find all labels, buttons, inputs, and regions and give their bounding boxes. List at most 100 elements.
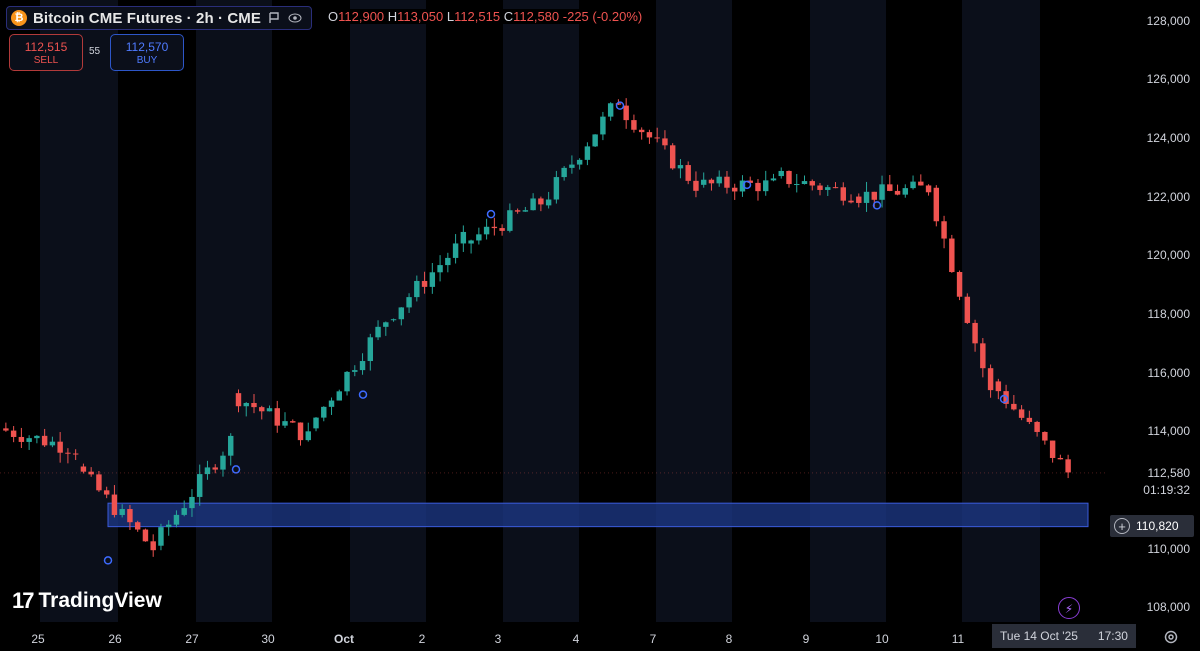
spread-value: 55: [89, 46, 101, 57]
candle-body: [259, 407, 265, 412]
candle-body: [956, 272, 963, 297]
candle-body: [693, 180, 699, 191]
buy-label: BUY: [136, 54, 158, 66]
bitcoin-icon: ₿: [11, 10, 27, 26]
candle-body: [476, 234, 482, 241]
candle-body: [34, 435, 40, 439]
gear-icon[interactable]: [1162, 628, 1180, 646]
candle-body: [615, 103, 622, 105]
candle-body: [662, 138, 668, 146]
price-tick-label: 120,000: [1146, 248, 1190, 263]
buy-button[interactable]: 112,570 BUY: [110, 34, 184, 71]
candle-body: [607, 103, 614, 117]
high-label: H: [387, 9, 398, 24]
candle-body: [770, 178, 777, 181]
session-band: [40, 0, 118, 622]
session-band: [810, 0, 886, 622]
candle-body: [290, 421, 296, 423]
time-tick-label: 7: [649, 632, 657, 646]
candle-body: [235, 393, 242, 407]
event-marker: [615, 101, 625, 110]
symbol-header[interactable]: ₿ Bitcoin CME Futures · 2h · CME: [6, 6, 312, 30]
candle-body: [26, 438, 32, 442]
candle-body: [3, 428, 9, 431]
candle-body: [65, 452, 71, 454]
highlight-price: 110,820: [1136, 519, 1179, 533]
candle-body: [266, 408, 273, 412]
candle-body: [383, 322, 389, 327]
candle-body: [856, 196, 862, 203]
time-tick-label: 9: [802, 632, 810, 646]
bar-countdown: 01:19:32: [1143, 482, 1190, 497]
open-label: O: [328, 9, 339, 24]
candle-body: [491, 226, 498, 229]
candle-body: [716, 176, 722, 184]
candle-body: [72, 453, 79, 455]
candle-body: [925, 185, 932, 193]
candle-body: [321, 406, 327, 418]
candle-body: [220, 455, 226, 470]
candle-body: [313, 417, 319, 429]
candle-body: [359, 361, 366, 371]
candle-body: [336, 391, 342, 401]
candle-body: [592, 134, 598, 147]
candle-body: [755, 182, 761, 192]
candle-body: [274, 408, 280, 426]
candle-body: [1003, 391, 1009, 404]
candle-body: [297, 422, 304, 441]
flag-icon[interactable]: [267, 12, 281, 24]
candle-body: [677, 165, 684, 169]
cursor-date-label: Tue 14 Oct '25 17:30: [992, 624, 1136, 648]
candle-body: [576, 159, 583, 165]
tradingview-logo[interactable]: 17 TradingView: [12, 588, 162, 614]
event-marker: [486, 209, 496, 219]
candle-body: [499, 228, 505, 231]
time-tick-label: Oct: [333, 632, 355, 646]
buy-price: 112,570: [125, 39, 169, 54]
candle-body: [638, 129, 645, 133]
candle-body: [1049, 440, 1056, 458]
candle-body: [375, 326, 381, 338]
price-tick-label: 126,000: [1146, 72, 1190, 87]
candle-body: [514, 210, 521, 212]
candle-body: [887, 184, 893, 191]
candle-body: [1018, 409, 1025, 418]
candle-body: [832, 187, 839, 189]
candle-body: [111, 494, 118, 515]
candle-body: [794, 184, 800, 186]
lightning-icon[interactable]: ⚡: [1058, 597, 1080, 619]
price-tick-label: 118,000: [1147, 306, 1191, 321]
candle-body: [181, 508, 187, 515]
candle-body: [344, 371, 350, 392]
sell-price: 112,515: [24, 39, 68, 54]
price-tick-label: 116,000: [1147, 365, 1191, 380]
candle-body: [809, 181, 815, 186]
time-tick-label: 3: [494, 632, 502, 646]
candle-body: [119, 509, 125, 515]
candle-body: [103, 490, 110, 495]
candle-body: [669, 145, 676, 169]
candle-body: [708, 179, 715, 184]
candle-body: [437, 265, 443, 273]
candle-body: [894, 190, 901, 195]
candle-body: [228, 435, 234, 456]
event-marker: [872, 201, 882, 210]
sell-button[interactable]: 112,515 SELL: [9, 34, 83, 71]
candle-body: [483, 226, 490, 235]
price-tick-label: 110,000: [1147, 541, 1191, 556]
eye-icon[interactable]: [287, 10, 303, 26]
time-tick-label: 10: [875, 632, 889, 646]
plus-circle-icon[interactable]: +: [1114, 518, 1130, 534]
close-label: C: [503, 9, 514, 24]
time-tick-label: 2: [418, 632, 426, 646]
candle-body: [142, 529, 149, 542]
low-value: 112,515: [454, 9, 501, 24]
candle-body: [197, 474, 203, 497]
sell-label: SELL: [33, 54, 59, 66]
price-tick-label: 122,000: [1146, 189, 1190, 204]
candle-body: [949, 238, 955, 273]
candle-body: [786, 170, 792, 185]
price-highlight-tag[interactable]: + 110,820: [1110, 515, 1194, 537]
session-band: [962, 0, 1040, 622]
